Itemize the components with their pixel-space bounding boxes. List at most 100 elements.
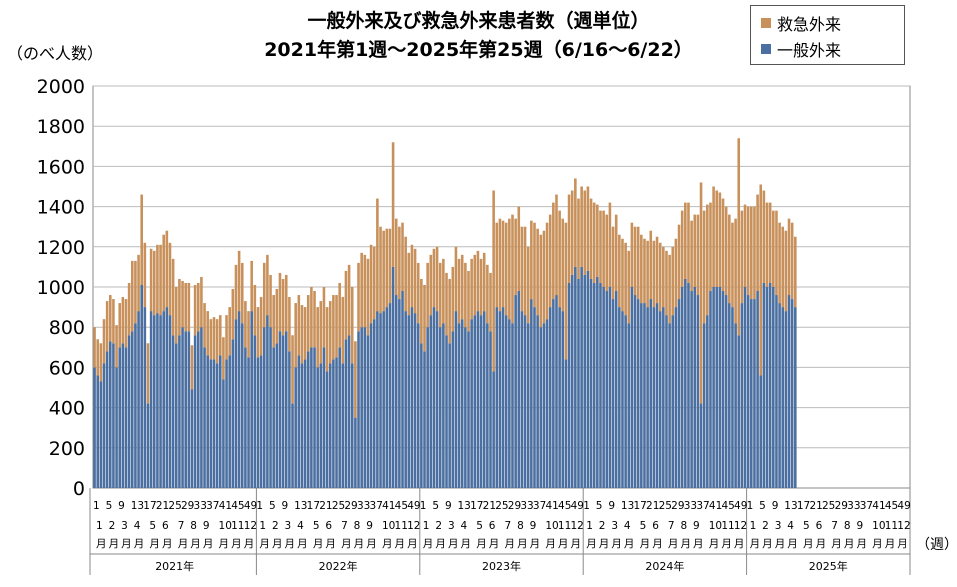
bar-emergency [121, 297, 125, 344]
bar-emergency [577, 198, 580, 279]
week-tick-label: 9 [445, 500, 452, 512]
bar-emergency [636, 226, 640, 300]
bar-general [162, 311, 165, 488]
bar-general [790, 299, 794, 488]
bar-general [555, 295, 558, 488]
week-tick-label: 17 [470, 500, 483, 512]
bar-emergency [674, 238, 678, 308]
bar-general [753, 299, 756, 488]
bar-general [382, 311, 385, 488]
bar-emergency [178, 278, 181, 336]
month-char-label: 月 [517, 538, 528, 550]
bar-emergency [646, 240, 649, 308]
bar-general [231, 339, 235, 488]
month-number-label: 1 [423, 520, 430, 532]
bar-general [709, 291, 712, 488]
month-char-label: 月 [831, 538, 842, 550]
week-tick-label: 1 [93, 500, 100, 512]
bar-emergency [237, 250, 241, 312]
bar-general [451, 331, 455, 488]
bar-emergency [618, 234, 621, 308]
week-tick-label: 5 [269, 500, 276, 512]
bar-emergency [787, 218, 791, 296]
month-char-label: 月 [530, 538, 541, 550]
bar-emergency [435, 246, 439, 312]
bar-emergency [372, 246, 376, 320]
bar-general [218, 355, 222, 488]
week-tick-label: 13 [294, 500, 307, 512]
bar-general [583, 274, 587, 488]
bar-emergency [671, 246, 675, 316]
y-tick-label: 2000 [37, 76, 85, 98]
bar-emergency [96, 339, 100, 376]
legend-item-emergency: 救急外来 [761, 11, 841, 35]
bar-emergency [539, 234, 543, 328]
bar-emergency [423, 284, 426, 352]
month-char-label: 月 [570, 538, 581, 550]
bar-general [530, 299, 533, 488]
bar-emergency [259, 297, 263, 356]
bar-emergency [454, 246, 458, 312]
month-number-label: 7 [178, 520, 185, 532]
bar-emergency [99, 343, 103, 382]
bar-general [212, 359, 216, 488]
bar-emergency [731, 222, 734, 308]
month-number-label: 6 [489, 520, 496, 532]
bar-general [200, 327, 203, 488]
bar-emergency [313, 291, 316, 348]
month-char-label: 月 [297, 538, 308, 550]
month-char-label: 月 [313, 538, 324, 550]
bar-emergency [536, 228, 539, 316]
bar-general [420, 343, 423, 488]
bar-general [718, 287, 722, 488]
bar-general [759, 375, 763, 488]
bar-general [369, 323, 373, 488]
month-number-label: 9 [693, 520, 700, 532]
bar-general [655, 303, 659, 488]
bar-emergency [212, 317, 216, 360]
bar-emergency [206, 311, 209, 356]
bar-emergency [542, 230, 546, 324]
bar-general [313, 347, 316, 488]
bar-emergency [677, 224, 681, 300]
bar-emergency [376, 198, 379, 312]
week-tick-label: 5 [106, 500, 113, 512]
month-number-label: 11 [885, 520, 898, 532]
year-label: 2022年 [319, 559, 358, 573]
bar-general [234, 319, 238, 488]
week-tick-label: 13 [784, 500, 797, 512]
bar-general [614, 291, 618, 488]
month-char-label: 月 [272, 538, 283, 550]
month-number-label: 2 [109, 520, 116, 532]
bar-emergency [724, 206, 728, 296]
bar-general [602, 287, 605, 488]
month-char-label: 月 [435, 538, 446, 550]
month-char-label: 月 [844, 538, 855, 550]
bar-general [300, 363, 304, 488]
bar-general [574, 266, 577, 488]
bar-general [165, 307, 169, 488]
week-tick-label: 25 [495, 500, 508, 512]
bar-general [712, 287, 715, 488]
bar-emergency [394, 218, 398, 296]
month-number-label: 12 [407, 520, 420, 532]
bar-emergency [794, 236, 797, 308]
month-number-label: 10 [872, 520, 885, 532]
bar-emergency [127, 282, 131, 336]
month-number-label: 1 [586, 520, 593, 532]
bar-general [121, 343, 125, 488]
bar-emergency [530, 220, 533, 300]
week-tick-label: 41 [545, 500, 558, 512]
bar-general [561, 311, 565, 488]
bar-emergency [702, 210, 706, 324]
bar-general [756, 291, 759, 488]
bar-general [460, 319, 464, 488]
week-tick-label: 33 [357, 500, 370, 512]
bar-general [413, 313, 417, 488]
bar-general [310, 347, 313, 488]
bar-emergency [338, 282, 341, 348]
bar-general [611, 299, 615, 488]
bar-emergency [272, 295, 275, 348]
bar-emergency [504, 222, 508, 316]
bar-emergency [662, 246, 665, 308]
